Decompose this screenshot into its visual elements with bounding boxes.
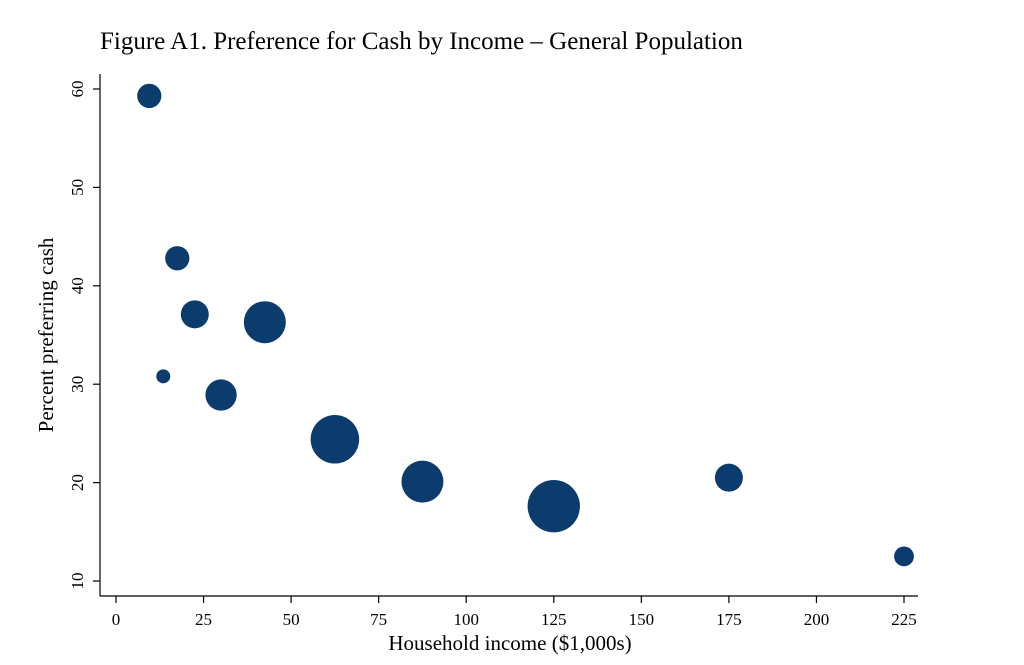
x-tick-label: 175 bbox=[716, 610, 742, 629]
x-tick-label: 100 bbox=[453, 610, 479, 629]
x-tick-label: 25 bbox=[195, 610, 212, 629]
x-tick-label: 125 bbox=[541, 610, 567, 629]
data-point bbox=[527, 480, 580, 533]
chart-title: Figure A1. Preference for Cash by Income… bbox=[100, 28, 743, 55]
data-point bbox=[714, 463, 743, 492]
x-tick-label: 75 bbox=[370, 610, 387, 629]
y-tick-label: 40 bbox=[68, 277, 87, 294]
data-point bbox=[165, 246, 190, 271]
data-point bbox=[180, 300, 209, 329]
y-tick-label: 30 bbox=[68, 376, 87, 393]
data-point bbox=[243, 301, 286, 344]
data-point bbox=[401, 460, 444, 503]
data-point bbox=[156, 369, 171, 384]
y-tick-label: 60 bbox=[68, 81, 87, 98]
y-tick-label: 50 bbox=[68, 179, 87, 196]
data-point bbox=[894, 546, 914, 567]
x-tick-label: 225 bbox=[891, 610, 917, 629]
x-tick-label: 200 bbox=[804, 610, 830, 629]
y-axis-label: Percent preferring cash bbox=[34, 237, 58, 432]
data-points bbox=[137, 83, 914, 567]
data-point bbox=[310, 415, 360, 464]
y-tick-label: 10 bbox=[68, 573, 87, 590]
x-tick-label: 0 bbox=[112, 610, 121, 629]
x-tick-label: 50 bbox=[283, 610, 300, 629]
axes: 0 25 50 75 100 125 150 175 200 225 10 20 30 40 50 60 bbox=[68, 74, 918, 629]
data-point bbox=[205, 379, 237, 411]
x-axis-label: Household income ($1,000s) bbox=[388, 631, 631, 655]
x-tick-label: 150 bbox=[629, 610, 655, 629]
y-tick-label: 20 bbox=[68, 474, 87, 491]
data-point bbox=[137, 83, 162, 109]
